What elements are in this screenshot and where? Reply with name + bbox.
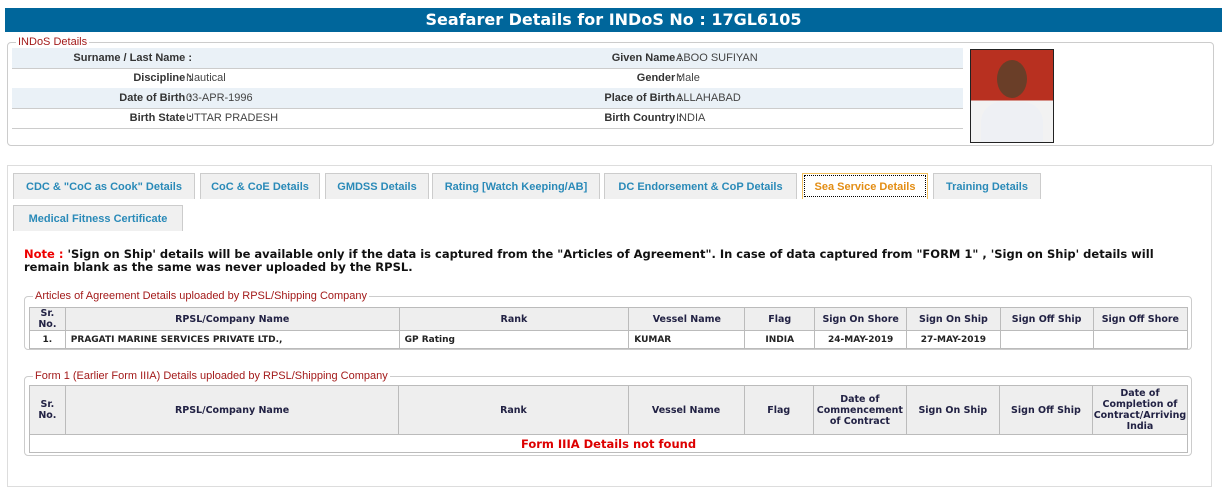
- field-value: 03-APR-1996: [186, 92, 253, 104]
- table-cell: KUMAR: [628, 330, 746, 349]
- articles-legend: Articles of Agreement Details uploaded b…: [35, 290, 368, 302]
- field-label: Discipline :: [133, 72, 192, 84]
- column-header: Sign Off Ship: [999, 307, 1094, 331]
- column-header: Sign On Ship: [905, 385, 1000, 435]
- indos-row: Surname / Last Name : Given Name : ABOO SU…: [12, 48, 963, 69]
- field-value: UTTAR PRADESH: [186, 112, 279, 124]
- indos-legend: INDoS Details: [18, 36, 88, 48]
- field-label: Birth State :: [129, 112, 192, 124]
- column-header: RPSL/Company Name: [64, 385, 400, 435]
- table-cell: GP Rating: [398, 330, 630, 349]
- field-value: ABOO SUFIYAN: [676, 52, 758, 64]
- field-label: Gender :: [636, 72, 682, 84]
- column-header: Date of Completion of Contract/Arriving …: [1091, 385, 1189, 435]
- tab-gmdss-details[interactable]: GMDSS Details: [325, 173, 429, 199]
- column-header: Vessel Name: [627, 385, 745, 435]
- field-label: Given Name :: [611, 52, 682, 64]
- tab-sea-service-details[interactable]: Sea Service Details: [802, 173, 928, 199]
- empty-message: Form IIIA Details not found: [29, 434, 1188, 453]
- column-header: Sign Off Shore: [1092, 307, 1189, 331]
- articles-section: Articles of Agreement Details uploaded b…: [24, 290, 1192, 350]
- field-label: Surname / Last Name :: [73, 52, 192, 64]
- column-header: Sign On Shore: [814, 307, 908, 331]
- articles-table: Sr. No. RPSL/Company Name Rank Vessel Name F…: [29, 307, 1189, 349]
- column-header: Sr. No.: [29, 385, 66, 435]
- field-label: Date of Birth :: [119, 92, 192, 104]
- table-cell: INDIA: [744, 330, 816, 349]
- column-header: Vessel Name: [628, 307, 746, 331]
- column-header: Flag: [743, 385, 814, 435]
- column-header: Sign Off Ship: [998, 385, 1093, 435]
- form1-section: Form 1 (Earlier Form IIIA) Details uploa…: [24, 370, 1192, 456]
- table-row: 1. PRAGATI MARINE SERVICES PRIVATE LTD., G…: [29, 330, 1189, 349]
- column-header: Sign On Ship: [906, 307, 1001, 331]
- table-cell: [1092, 330, 1189, 349]
- tab-dc-endorsement-cop-details[interactable]: DC Endorsement & CoP Details: [604, 173, 797, 199]
- indos-details: INDoS Details: [7, 36, 1214, 146]
- field-value: INDIA: [676, 112, 706, 124]
- indos-row: Discipline : Nautical Gender : Male: [12, 68, 963, 89]
- form1-table: Sr. No. RPSL/Company Name Rank Vessel Name F…: [29, 385, 1189, 453]
- tab-medical-fitness-certificate[interactable]: Medical Fitness Certificate: [13, 205, 183, 231]
- note-text: Note : 'Sign on Ship' details will be av…: [24, 247, 1154, 274]
- table-cell: 27-MAY-2019: [906, 330, 1001, 349]
- field-value: ALLAHABAD: [676, 92, 741, 104]
- column-header: Sr. No.: [29, 307, 66, 331]
- table-cell: [999, 330, 1094, 349]
- field-value: Male: [676, 72, 700, 84]
- table-cell: 24-MAY-2019: [814, 330, 908, 349]
- tab-rating-watch-keeping-ab[interactable]: Rating [Watch Keeping/AB]: [432, 173, 600, 199]
- column-header: RPSL/Company Name: [64, 307, 400, 331]
- indos-row: Birth State : UTTAR PRADESH Birth Country …: [12, 108, 963, 129]
- tab-training-details[interactable]: Training Details: [933, 173, 1041, 199]
- table-cell: 1.: [29, 330, 66, 349]
- field-label: Birth Country :: [604, 112, 682, 124]
- column-header: Flag: [744, 307, 816, 331]
- table-cell: PRAGATI MARINE SERVICES PRIVATE LTD.,: [64, 330, 400, 349]
- seafarer-photo: [970, 49, 1054, 143]
- field-label: Place of Birth :: [604, 92, 682, 104]
- column-header: Rank: [398, 307, 630, 331]
- tab-cdc-coc-as-cook-details[interactable]: CDC & "CoC as Cook" Details: [13, 173, 195, 199]
- indos-row: Date of Birth :03-APR-1996 Place of Birth…: [12, 88, 963, 109]
- column-header: Rank: [398, 385, 629, 435]
- column-header: Date of Commencement of Contract: [812, 385, 907, 435]
- tab-coc-coe-details[interactable]: CoC & CoE Details: [200, 173, 320, 199]
- field-value: Nautical: [186, 72, 226, 84]
- page-title: Seafarer Details for INDoS No : 17GL6105: [5, 8, 1222, 32]
- form1-legend: Form 1 (Earlier Form IIIA) Details uploa…: [35, 370, 388, 382]
